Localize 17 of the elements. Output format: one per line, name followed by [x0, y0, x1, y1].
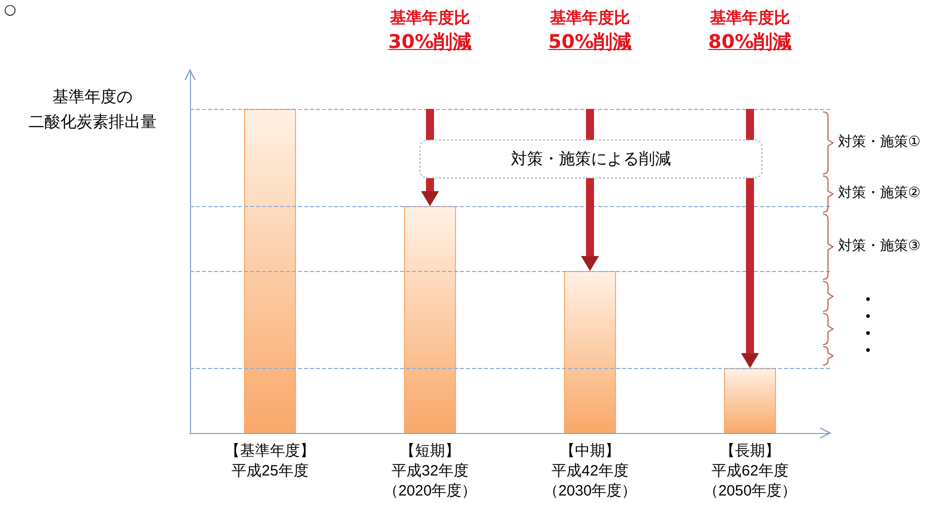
y-axis-title: 基準年度の二酸化炭素排出量 [28, 86, 158, 133]
text: 対策・施策① [838, 132, 921, 151]
text: 対策・施策③ [838, 236, 921, 255]
text: 基準年度比50%削減 [547, 7, 633, 54]
x-tick-label: 【長期】平成62年度（2050年度） [703, 442, 797, 500]
bar [404, 206, 456, 433]
text: 対策・施策② [838, 184, 921, 202]
text: 基準年度比80%削減 [707, 7, 793, 54]
x-tick-label: 【短期】平成32年度（2020年度） [383, 442, 477, 500]
text: 基準年度比30%削減 [387, 7, 473, 54]
bar [244, 108, 296, 433]
bar [724, 368, 776, 433]
bar [564, 270, 616, 433]
x-tick-label: 【中期】平成42年度（2030年度） [543, 442, 637, 500]
annotation: 対策・施策による削減 [510, 149, 672, 170]
text: ○ [4, 2, 16, 18]
x-tick-label: 【基準年度】平成25年度 [225, 442, 315, 480]
